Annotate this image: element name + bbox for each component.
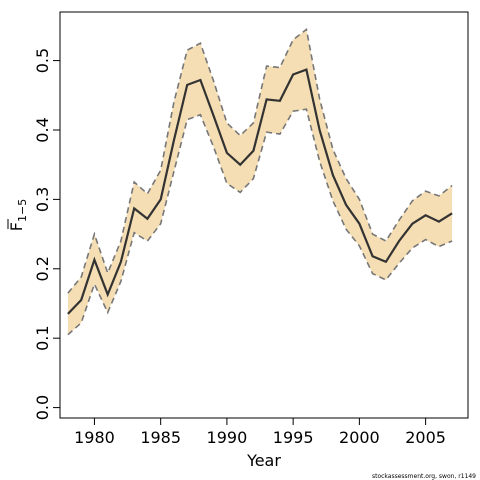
y-tick-label: 0.5 [33, 48, 52, 73]
x-axis-title: Year [246, 451, 281, 470]
y-tick-label: 0.3 [33, 187, 52, 212]
y-tick-label: 0.1 [33, 325, 52, 350]
y-tick-label: 0.0 [33, 395, 52, 420]
y-axis-title-sub: 1−5 [16, 199, 29, 222]
footer-credit: stockassessment.org, swon, r1149 [372, 473, 476, 480]
x-tick-label: 1985 [140, 428, 181, 447]
y-axis-title: F1−5 [7, 199, 29, 231]
plot-frame [59, 11, 469, 419]
lower-bound-line [67, 108, 453, 336]
x-tick-label: 2005 [405, 428, 446, 447]
confidence-band [67, 29, 453, 335]
x-tick-label: 1990 [207, 428, 248, 447]
y-axis-title-main: F [7, 222, 26, 231]
estimate-line [67, 68, 453, 315]
x-tick-label: 1980 [74, 428, 115, 447]
y-tick-label: 0.2 [33, 256, 52, 281]
y-tick-label: 0.4 [33, 117, 52, 142]
x-tick-label: 1995 [273, 428, 314, 447]
svg-text:F1−5: F1−5 [7, 199, 29, 231]
x-tick-label: 2000 [339, 428, 380, 447]
upper-bound-line [67, 27, 453, 294]
